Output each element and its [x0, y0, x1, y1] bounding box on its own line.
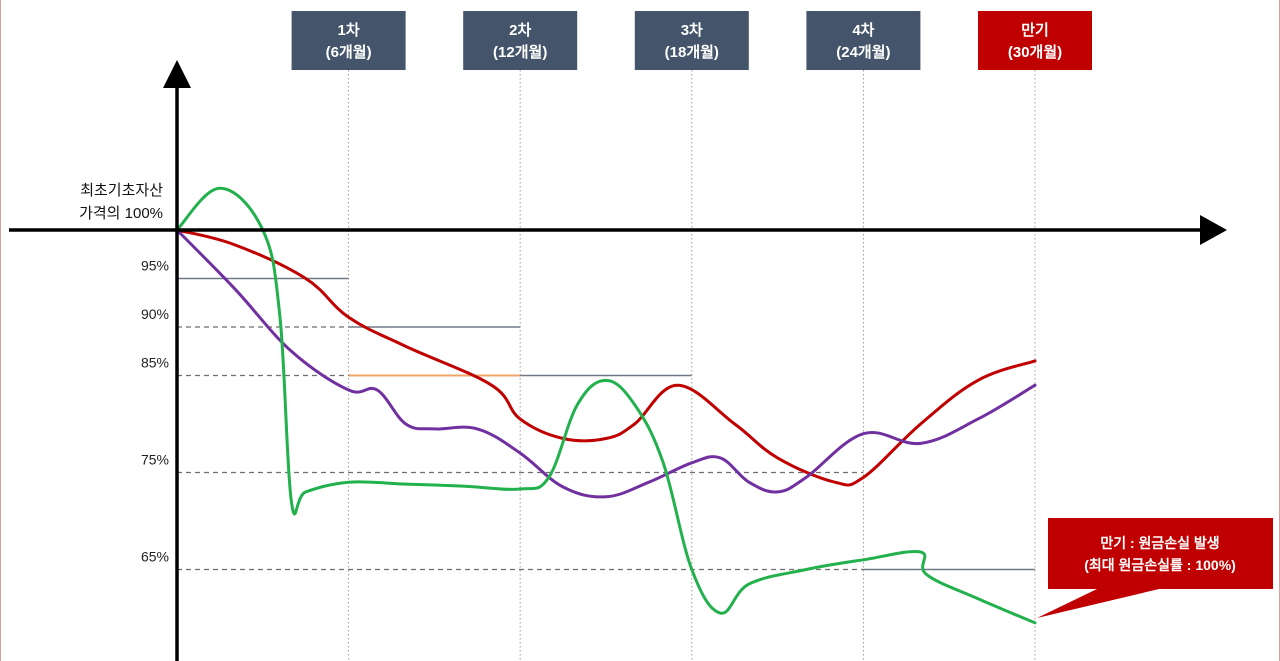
observation-date-sublabel: (24개월)	[836, 43, 890, 61]
purple-series-line	[175, 228, 1037, 499]
observation-date-label: 4차	[852, 22, 874, 39]
y-tick-label: 90%	[141, 306, 169, 322]
origin-label-line-1: 최초기초자산	[80, 182, 163, 199]
observation-date-box	[291, 11, 406, 70]
y-tick-label: 95%	[141, 258, 169, 274]
observation-date-sublabel: (18개월)	[665, 43, 719, 61]
loss-callout-line-1: 만기 : 원금손실 발생	[1100, 535, 1219, 551]
observation-date-label: 1차	[338, 22, 360, 39]
observation-date-label: 3차	[681, 22, 703, 39]
observation-date-sublabel: (30개월)	[1008, 43, 1062, 61]
y-tick-label: 75%	[141, 452, 169, 468]
observation-date-box	[978, 11, 1092, 70]
origin-label-line-2: 가격의 100%	[79, 205, 163, 222]
observation-date-sublabel: (6개월)	[326, 43, 372, 61]
observation-date-box	[634, 11, 749, 70]
observation-date-label: 만기	[1021, 22, 1049, 39]
observation-date-label: 2차	[509, 22, 531, 39]
observation-date-sublabel: (12개월)	[493, 43, 547, 61]
y-axis-arrowhead	[163, 60, 191, 88]
y-tick-label: 65%	[141, 549, 169, 565]
x-axis-arrowhead	[1200, 215, 1227, 245]
loss-callout-box	[1037, 518, 1273, 618]
y-tick-label: 85%	[141, 355, 169, 371]
observation-date-box	[806, 11, 921, 70]
red-series-line	[175, 228, 1037, 487]
observation-date-box	[463, 11, 578, 70]
loss-callout-line-2: (최대 원금손실률 : 100%)	[1084, 557, 1236, 573]
green-series-line	[175, 186, 1037, 625]
